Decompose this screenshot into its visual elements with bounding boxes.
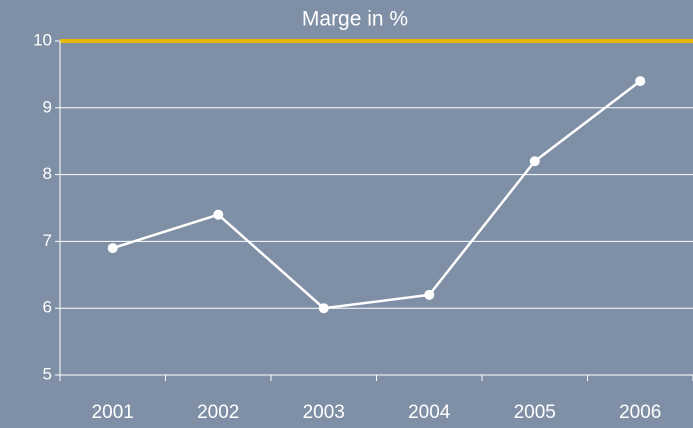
point: [635, 76, 646, 87]
y-tick-label: 8: [43, 164, 52, 183]
line: [112, 80, 642, 310]
x-tick-label: 2006: [619, 402, 661, 423]
y-tick-label: 10: [33, 30, 52, 49]
point: [213, 209, 224, 220]
x-tick-label: 2004: [408, 402, 451, 423]
y-tick-label: 6: [43, 298, 52, 317]
point: [107, 243, 118, 254]
point: [318, 303, 329, 314]
point: [424, 289, 435, 300]
y-tick-label: 5: [43, 364, 52, 383]
x-tick-label: 2002: [197, 402, 239, 423]
y-tick-label: 7: [43, 231, 52, 250]
x-tick-label: 2003: [303, 402, 345, 423]
y-tick-label: 9: [43, 97, 52, 116]
chart-title: Marge in %: [302, 8, 408, 31]
x-tick-label: 2005: [514, 402, 556, 423]
x-tick-label: 2001: [92, 402, 134, 423]
point: [529, 156, 540, 167]
